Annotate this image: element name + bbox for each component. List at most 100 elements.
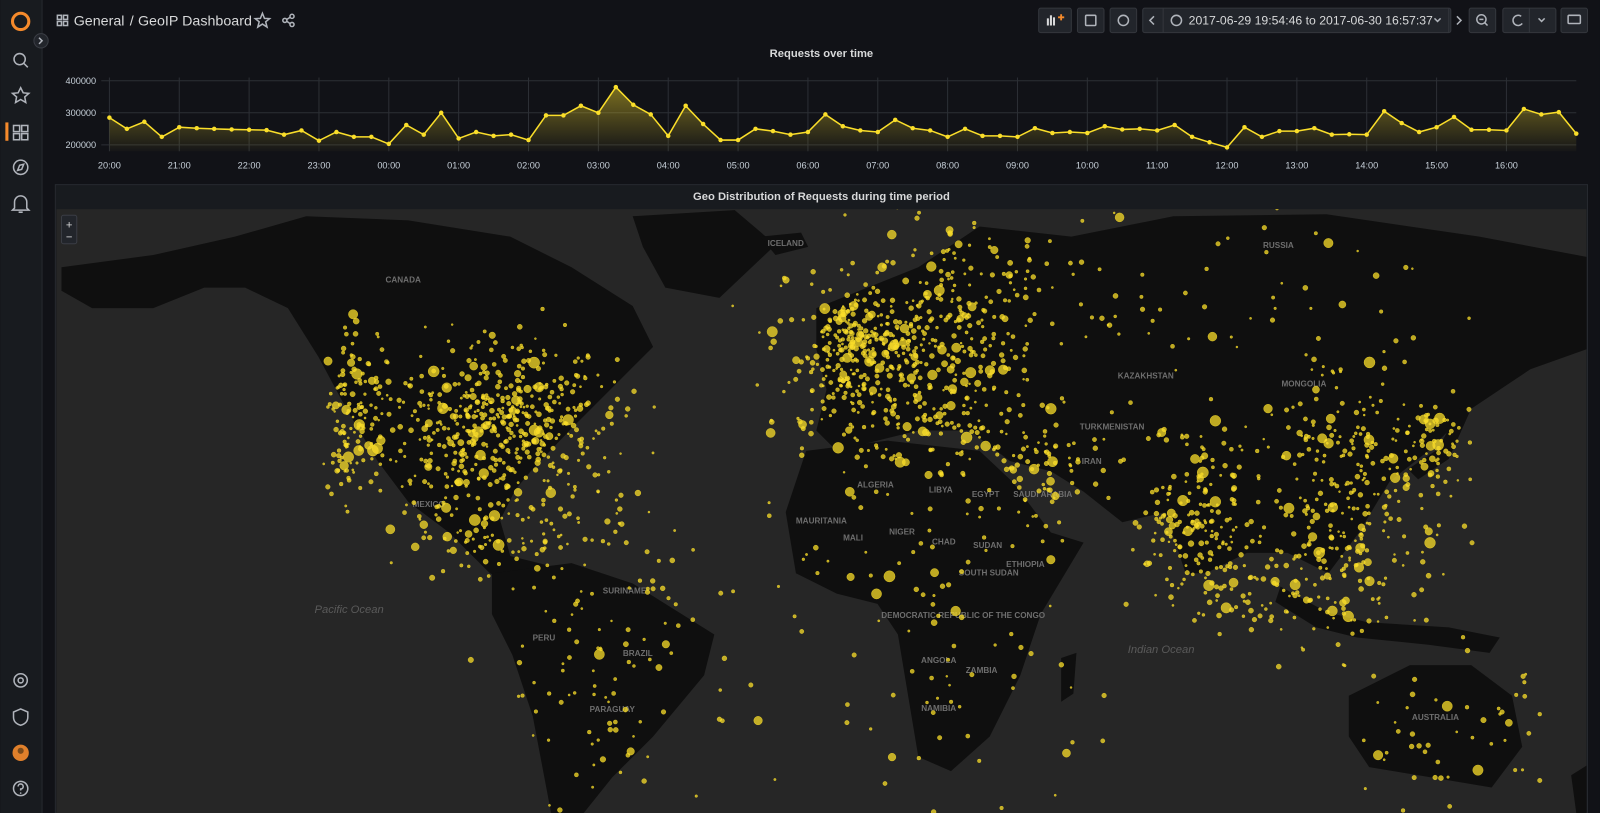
request-dot xyxy=(1001,271,1006,276)
zoom-out-icon xyxy=(1476,14,1489,27)
request-dot xyxy=(477,477,481,481)
request-dot xyxy=(1248,518,1254,525)
request-dot xyxy=(467,656,474,663)
alerting-icon[interactable] xyxy=(10,195,31,213)
zoom-out-button[interactable]: − xyxy=(66,232,73,244)
request-dot xyxy=(1304,353,1308,357)
request-dot xyxy=(1005,432,1008,436)
request-dot xyxy=(1366,576,1371,581)
request-dot xyxy=(1205,570,1211,577)
request-dot xyxy=(1180,433,1184,437)
settings-button[interactable] xyxy=(1109,7,1138,34)
request-dot xyxy=(1171,604,1175,607)
request-dot xyxy=(539,450,543,454)
request-dot xyxy=(1109,410,1114,415)
request-dot xyxy=(592,684,597,688)
request-dot xyxy=(1228,577,1239,588)
request-dot xyxy=(856,392,862,398)
refresh-dropdown-icon[interactable] xyxy=(1537,17,1546,23)
request-dot xyxy=(1323,502,1328,507)
request-dot xyxy=(1010,334,1016,339)
time-range[interactable]: 2017-06-29 19:54:46 to 2017-06-30 16:57:… xyxy=(1189,13,1433,27)
dashboards-icon[interactable] xyxy=(12,124,29,141)
request-dot xyxy=(361,458,366,463)
request-dot xyxy=(1442,572,1445,576)
request-dot xyxy=(1147,332,1151,335)
request-dot xyxy=(1097,267,1102,272)
country-label: TURKMENISTAN xyxy=(1080,422,1145,431)
dashboard-title[interactable]: GeoIP Dashboard xyxy=(138,14,252,30)
request-dot xyxy=(1145,436,1151,441)
request-dot xyxy=(1420,506,1424,511)
admin-icon[interactable] xyxy=(12,708,29,727)
point xyxy=(438,110,444,116)
explore-icon[interactable] xyxy=(12,159,29,176)
request-dot xyxy=(1184,480,1188,484)
logo[interactable] xyxy=(10,11,31,32)
request-dot xyxy=(527,454,532,460)
request-dot xyxy=(1402,359,1407,365)
settings-icon[interactable] xyxy=(13,672,29,688)
breadcrumb-folder[interactable]: General xyxy=(74,14,125,30)
request-dot xyxy=(470,467,475,472)
request-dot xyxy=(858,374,864,380)
request-dot xyxy=(1384,511,1390,517)
country-label: CANADA xyxy=(386,276,421,285)
request-dot xyxy=(423,530,427,534)
request-dot xyxy=(1168,594,1174,600)
request-dot xyxy=(523,411,529,417)
avatar-face xyxy=(17,747,24,754)
request-dot xyxy=(482,412,488,418)
request-dot xyxy=(1021,367,1028,374)
request-dot xyxy=(1424,427,1429,432)
request-dot xyxy=(1348,546,1352,550)
x-tick-label: 02:00 xyxy=(517,160,540,170)
search-icon[interactable] xyxy=(13,52,29,68)
request-dot xyxy=(825,332,830,337)
request-dot xyxy=(566,511,572,517)
request-dot xyxy=(820,328,826,334)
zoom-out-button[interactable] xyxy=(1468,7,1497,34)
time-forward-icon[interactable] xyxy=(1456,15,1463,26)
request-dot xyxy=(956,325,962,330)
country-label: ANGOLA xyxy=(921,656,956,665)
time-picker[interactable] xyxy=(1142,7,1452,34)
request-dot xyxy=(835,351,840,356)
request-dot xyxy=(882,781,888,786)
star-button[interactable] xyxy=(253,11,272,29)
request-dot xyxy=(329,491,334,497)
request-dot xyxy=(1405,430,1410,436)
request-dot xyxy=(349,426,353,431)
time-back-icon[interactable] xyxy=(1148,15,1155,26)
request-dot xyxy=(425,464,428,468)
request-dot xyxy=(548,804,551,807)
request-dot xyxy=(1014,292,1020,298)
request-dot xyxy=(999,429,1004,434)
save-button[interactable] xyxy=(1076,7,1105,34)
request-dot xyxy=(866,448,870,452)
help-icon[interactable] xyxy=(12,780,29,797)
tv-mode-button[interactable] xyxy=(1560,7,1589,34)
starred-icon[interactable] xyxy=(10,86,31,105)
request-dot xyxy=(521,446,526,451)
request-dot xyxy=(1207,331,1218,342)
request-dot xyxy=(358,446,364,452)
request-dot xyxy=(1436,461,1440,466)
share-button[interactable] xyxy=(282,13,295,28)
request-dot xyxy=(968,382,971,386)
request-dot xyxy=(883,416,888,421)
zoom-in-button[interactable]: + xyxy=(66,219,73,231)
request-dot xyxy=(459,396,463,400)
settings-button-icon xyxy=(1117,14,1130,27)
request-dot xyxy=(408,427,414,434)
request-dot xyxy=(439,408,443,412)
request-dot xyxy=(929,544,935,550)
request-dot xyxy=(1251,617,1257,623)
request-dot xyxy=(1334,502,1337,506)
request-dot xyxy=(1411,267,1414,270)
request-dot xyxy=(1030,274,1036,280)
request-dot xyxy=(627,586,631,590)
request-dot xyxy=(557,506,564,512)
request-dot xyxy=(421,425,428,432)
request-dot xyxy=(534,565,541,572)
